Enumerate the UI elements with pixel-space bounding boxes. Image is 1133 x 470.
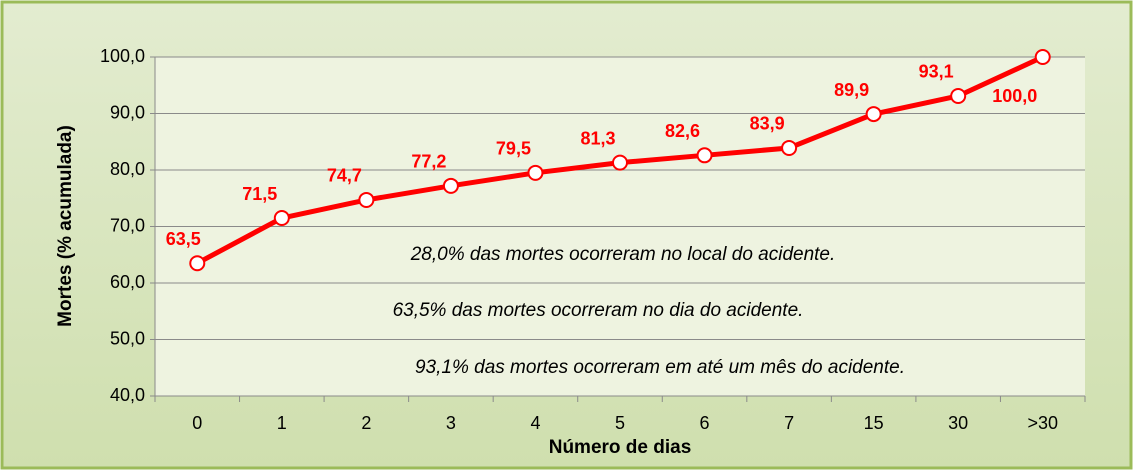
x-tick-label: 4: [530, 413, 540, 433]
data-label: 83,9: [750, 114, 785, 134]
point: [950, 87, 967, 104]
x-tick-label: 30: [948, 413, 968, 433]
point: [696, 147, 713, 164]
x-tick-label: 6: [700, 413, 710, 433]
point: [273, 210, 290, 227]
y-tick-label: 100,0: [100, 46, 145, 66]
y-tick-label: 70,0: [110, 215, 145, 235]
x-tick-label: 3: [446, 413, 456, 433]
x-tick-label: 0: [192, 413, 202, 433]
data-label: 93,1: [919, 62, 954, 82]
x-tick-label: 1: [277, 413, 287, 433]
y-tick-label: 90,0: [110, 102, 145, 122]
x-tick-label: >30: [1027, 413, 1058, 433]
x-axis-title: Número de dias: [549, 437, 692, 458]
point: [442, 177, 459, 194]
y-tick-label: 60,0: [110, 272, 145, 292]
data-label: 89,9: [834, 80, 869, 100]
point: [527, 164, 544, 181]
data-label: 81,3: [580, 128, 615, 148]
y-tick-label: 50,0: [110, 328, 145, 348]
data-label: 74,7: [327, 166, 362, 186]
data-label: 79,5: [496, 139, 531, 159]
point: [189, 255, 206, 272]
point: [612, 154, 628, 171]
point: [1034, 49, 1051, 65]
y-axis-title: Mortes (% acumulada): [55, 125, 76, 327]
data-label: 100,0: [992, 86, 1037, 106]
point: [781, 139, 798, 156]
x-tick-label: 7: [784, 413, 794, 433]
data-label: 71,5: [242, 184, 277, 204]
x-tick-label: 5: [615, 413, 625, 433]
annotation: 63,5% das mortes ocorreram no dia do aci…: [393, 300, 804, 321]
x-tick-label: 15: [864, 413, 884, 433]
y-tick-label: 40,0: [110, 385, 145, 405]
x-tick-label: 2: [361, 413, 371, 433]
annotation: 93,1% das mortes ocorreram em até um mês…: [415, 357, 905, 378]
point: [358, 191, 375, 208]
data-label: 82,6: [665, 121, 700, 141]
annotation: 28,0% das mortes ocorreram no local do a…: [410, 244, 836, 265]
point: [865, 106, 882, 123]
y-tick-label: 80,0: [110, 159, 145, 179]
data-label: 77,2: [411, 152, 446, 172]
data-label: 63,5: [166, 229, 201, 249]
